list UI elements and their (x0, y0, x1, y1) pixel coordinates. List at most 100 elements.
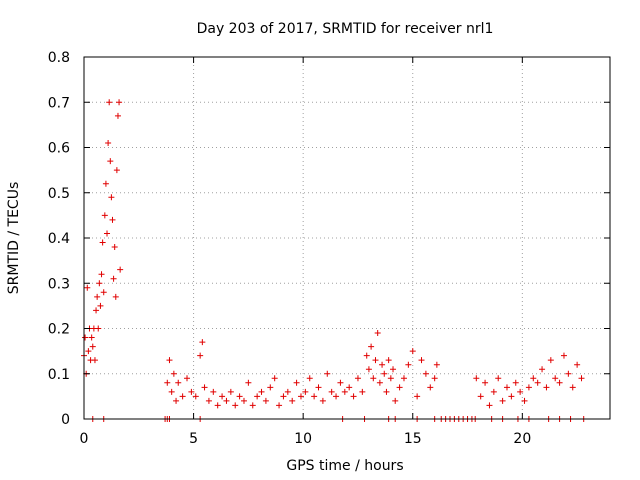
data-point (409, 348, 416, 355)
data-point (106, 99, 113, 106)
data-point (565, 370, 572, 377)
data-point (315, 384, 322, 391)
data-point (473, 375, 480, 382)
axis-ticks (83, 56, 610, 420)
data-point (192, 393, 199, 400)
data-point (547, 357, 554, 364)
data-point (116, 99, 123, 106)
data-point (368, 343, 375, 350)
tick-labels: 0 5 10 15 20 0 0.1 0.2 0.3 0.4 0.5 0.6 0.7 0.8 (48, 50, 532, 447)
data-point (267, 384, 274, 391)
data-point (324, 370, 331, 377)
data-point (271, 375, 278, 382)
x-tick-label: 0 (80, 431, 89, 447)
data-point (280, 393, 287, 400)
data-point (93, 307, 100, 314)
data-point (95, 325, 102, 332)
data-point (108, 194, 115, 201)
data-point (114, 112, 121, 119)
data-point (293, 379, 300, 386)
data-point (477, 393, 484, 400)
data-point (354, 375, 361, 382)
data-point (486, 402, 493, 409)
data-point (105, 139, 112, 146)
data-point (232, 402, 239, 409)
data-point (365, 366, 372, 373)
data-point (363, 352, 370, 359)
data-point (210, 388, 217, 395)
data-point (569, 384, 576, 391)
data-point (431, 375, 438, 382)
data-point (359, 388, 366, 395)
data-point (337, 379, 344, 386)
data-point (249, 402, 256, 409)
data-point (104, 230, 111, 237)
data-point (383, 388, 390, 395)
chart-title: Day 203 of 2017, SRMTID for receiver nrl… (197, 21, 494, 37)
data-point (219, 393, 226, 400)
data-point (236, 393, 243, 400)
data-point (170, 370, 177, 377)
data-point (173, 397, 180, 404)
data-point (387, 375, 394, 382)
data-point (110, 275, 117, 282)
data-point (346, 384, 353, 391)
data-point (199, 339, 206, 346)
data-point (414, 393, 421, 400)
y-axis-label: SRMTID / TECUs (6, 182, 22, 295)
y-tick-label: 0.7 (48, 95, 70, 111)
data-point (574, 361, 581, 368)
data-point (96, 280, 103, 287)
grid-lines (84, 57, 610, 419)
data-point (418, 357, 425, 364)
data-point (98, 271, 105, 278)
data-point (539, 366, 546, 373)
data-point (223, 397, 230, 404)
data-point (499, 397, 506, 404)
data-point (289, 397, 296, 404)
data-point (560, 352, 567, 359)
data-point (297, 393, 304, 400)
data-point (240, 397, 247, 404)
data-point (306, 375, 313, 382)
data-point (113, 167, 120, 174)
data-point (370, 375, 377, 382)
data-point (227, 388, 234, 395)
y-tick-label: 0 (61, 412, 70, 428)
data-point (284, 388, 291, 395)
y-tick-label: 0.5 (48, 186, 70, 202)
data-point (508, 393, 515, 400)
data-point (379, 361, 386, 368)
data-point (350, 393, 357, 400)
data-point (101, 212, 108, 219)
data-point (400, 375, 407, 382)
data-point (319, 397, 326, 404)
data-point (107, 158, 114, 165)
data-point (94, 293, 101, 300)
data-point (517, 388, 524, 395)
data-point (88, 334, 95, 341)
x-tick-label: 10 (294, 431, 312, 447)
data-point (525, 384, 532, 391)
data-point (89, 343, 96, 350)
data-point (530, 375, 537, 382)
data-point (372, 357, 379, 364)
data-point (376, 379, 383, 386)
data-point (422, 370, 429, 377)
data-points (81, 99, 587, 422)
data-point (99, 239, 106, 246)
data-point (82, 334, 89, 341)
data-point (164, 379, 171, 386)
data-point (168, 388, 175, 395)
data-point (85, 348, 92, 355)
data-point (552, 375, 559, 382)
data-point (482, 379, 489, 386)
data-point (102, 180, 109, 187)
data-point (433, 361, 440, 368)
data-point (328, 388, 335, 395)
y-tick-label: 0.3 (48, 276, 70, 292)
data-point (381, 370, 388, 377)
data-point (84, 284, 91, 291)
data-point (100, 289, 107, 296)
